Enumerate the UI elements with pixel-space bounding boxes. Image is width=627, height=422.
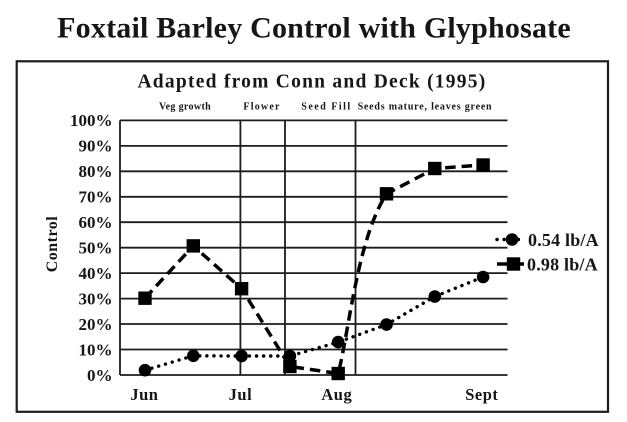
svg-text:10%: 10% <box>79 340 113 359</box>
svg-text:20%: 20% <box>79 315 113 334</box>
svg-text:Jun: Jun <box>130 385 158 404</box>
svg-text:0.54 lb/A: 0.54 lb/A <box>528 230 599 250</box>
svg-text:80%: 80% <box>79 162 113 181</box>
svg-text:Foxtail Barley Control with Gl: Foxtail Barley Control with Glyphosate <box>57 12 571 45</box>
svg-text:Seeds mature, leaves green: Seeds mature, leaves green <box>358 101 493 112</box>
svg-text:40%: 40% <box>79 264 113 283</box>
svg-text:0%: 0% <box>87 366 113 385</box>
svg-text:60%: 60% <box>79 213 113 232</box>
svg-text:Control: Control <box>44 216 61 273</box>
svg-text:Sept: Sept <box>465 385 498 404</box>
svg-text:Adapted from Conn and Deck (19: Adapted from Conn and Deck (1995) <box>137 71 486 92</box>
svg-text:70%: 70% <box>79 188 113 207</box>
svg-text:0.98 lb/A: 0.98 lb/A <box>527 254 598 274</box>
svg-text:30%: 30% <box>79 289 113 308</box>
svg-text:50%: 50% <box>79 239 113 258</box>
svg-text:Seed Fill: Seed Fill <box>301 101 351 112</box>
svg-text:100%: 100% <box>70 111 113 130</box>
svg-text:Veg growth: Veg growth <box>159 101 211 112</box>
svg-text:Jul: Jul <box>229 385 253 404</box>
svg-text:90%: 90% <box>79 137 113 156</box>
svg-text:Flower: Flower <box>243 101 280 112</box>
svg-text:Aug: Aug <box>321 385 352 404</box>
